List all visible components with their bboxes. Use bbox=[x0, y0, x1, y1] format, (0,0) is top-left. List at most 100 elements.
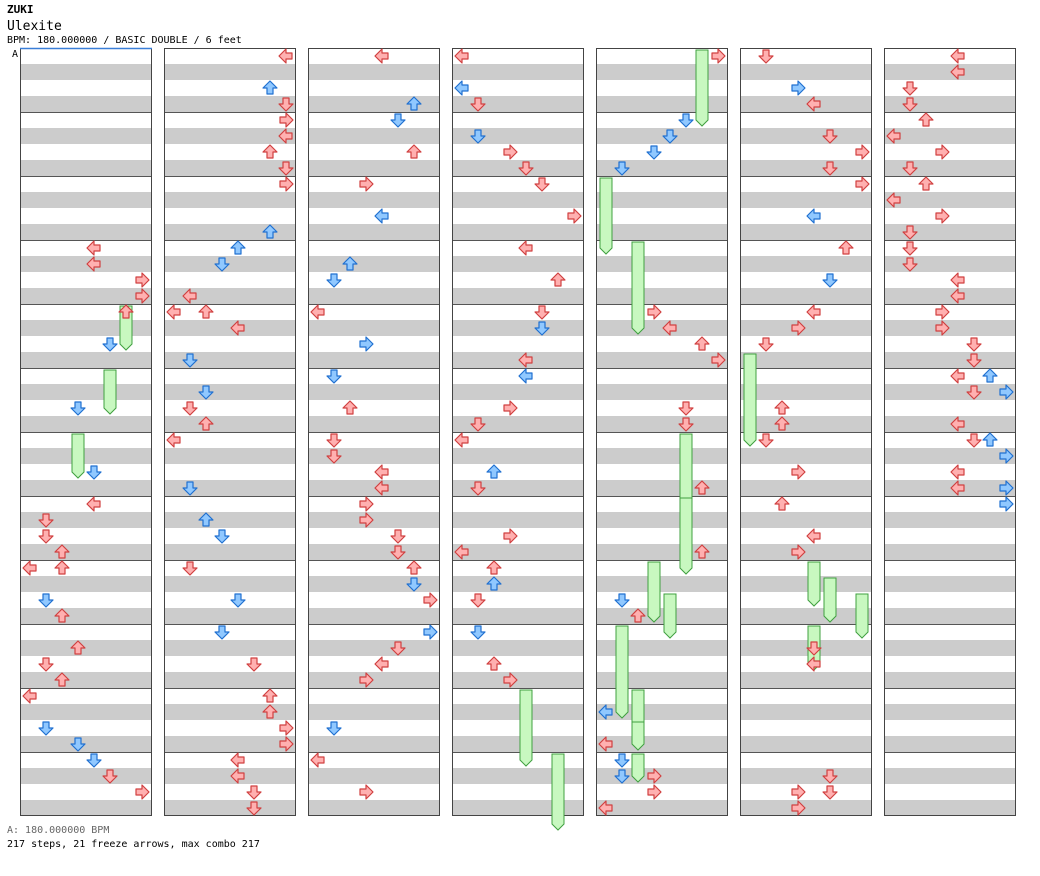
step-arrow-right-icon bbox=[999, 496, 1014, 512]
step-arrow-left-icon bbox=[950, 480, 965, 496]
beat-band bbox=[164, 608, 296, 624]
step-arrow-right-icon bbox=[359, 336, 374, 352]
beat-band bbox=[596, 128, 728, 144]
step-arrow-left-icon bbox=[230, 768, 245, 784]
beat-band bbox=[740, 704, 872, 720]
step-arrow-down-icon bbox=[214, 625, 230, 640]
step-arrow-right-icon bbox=[999, 448, 1014, 464]
beat-band bbox=[452, 480, 584, 496]
beat-band bbox=[884, 64, 1016, 80]
step-arrow-up-icon bbox=[774, 496, 790, 511]
step-arrow-right-icon bbox=[359, 496, 374, 512]
step-arrow-right-icon bbox=[711, 48, 726, 64]
beat-band bbox=[20, 768, 152, 784]
beat-band bbox=[596, 736, 728, 752]
beat-band bbox=[452, 288, 584, 304]
step-arrow-right-icon bbox=[503, 528, 518, 544]
beat-band bbox=[596, 544, 728, 560]
beat-band bbox=[740, 608, 872, 624]
column-frame bbox=[164, 48, 296, 816]
column-frame bbox=[308, 48, 440, 816]
step-arrow-right-icon bbox=[647, 784, 662, 800]
beat-band bbox=[884, 800, 1016, 816]
beat-band bbox=[308, 672, 440, 688]
step-arrow-down-icon bbox=[470, 481, 486, 496]
step-arrow-down-icon bbox=[198, 385, 214, 400]
beat-band bbox=[20, 160, 152, 176]
beat-band bbox=[740, 64, 872, 80]
step-arrow-right-icon bbox=[791, 784, 806, 800]
step-arrow-down-icon bbox=[806, 641, 822, 656]
step-arrow-down-icon bbox=[38, 593, 54, 608]
beat-band bbox=[740, 544, 872, 560]
step-arrow-down-icon bbox=[70, 401, 86, 416]
step-arrow-left-icon bbox=[278, 128, 293, 144]
beat-band bbox=[452, 800, 584, 816]
step-arrow-down-icon bbox=[246, 657, 262, 672]
step-arrow-left-icon bbox=[454, 432, 469, 448]
step-arrow-left-icon bbox=[886, 128, 901, 144]
step-arrow-right-icon bbox=[791, 80, 806, 96]
step-arrow-up-icon bbox=[230, 240, 246, 255]
beat-band bbox=[452, 96, 584, 112]
freeze-arrow bbox=[695, 49, 709, 127]
beat-band bbox=[20, 224, 152, 240]
beat-band bbox=[740, 320, 872, 336]
step-arrow-down-icon bbox=[390, 529, 406, 544]
step-arrow-right-icon bbox=[279, 112, 294, 128]
step-arrow-right-icon bbox=[135, 272, 150, 288]
step-arrow-right-icon bbox=[359, 784, 374, 800]
step-arrow-up-icon bbox=[486, 464, 502, 479]
step-arrow-up-icon bbox=[982, 368, 998, 383]
step-arrow-up-icon bbox=[262, 224, 278, 239]
bpm-change-label: A bbox=[12, 49, 18, 60]
step-arrow-right-icon bbox=[855, 176, 870, 192]
step-arrow-up-icon bbox=[694, 336, 710, 351]
beat-band bbox=[596, 288, 728, 304]
step-arrow-right-icon bbox=[423, 592, 438, 608]
step-arrow-up-icon bbox=[694, 480, 710, 495]
beat-band bbox=[164, 352, 296, 368]
step-arrow-down-icon bbox=[102, 337, 118, 352]
beat-band bbox=[308, 608, 440, 624]
beat-band bbox=[164, 160, 296, 176]
beat-band bbox=[452, 512, 584, 528]
beat-band bbox=[452, 768, 584, 784]
step-arrow-up-icon bbox=[54, 608, 70, 623]
beat-band bbox=[308, 416, 440, 432]
beat-band bbox=[740, 736, 872, 752]
step-arrow-up-icon bbox=[406, 144, 422, 159]
beat-band bbox=[596, 608, 728, 624]
beat-band bbox=[452, 384, 584, 400]
beat-band bbox=[164, 640, 296, 656]
step-arrow-down-icon bbox=[182, 481, 198, 496]
step-arrow-left-icon bbox=[950, 288, 965, 304]
step-arrow-down-icon bbox=[518, 161, 534, 176]
beat-band bbox=[596, 416, 728, 432]
step-arrow-right-icon bbox=[359, 176, 374, 192]
beat-band bbox=[164, 416, 296, 432]
step-arrow-right-icon bbox=[791, 320, 806, 336]
step-arrow-left-icon bbox=[454, 80, 469, 96]
beat-band bbox=[740, 800, 872, 816]
beat-band bbox=[308, 64, 440, 80]
chart-column bbox=[20, 48, 152, 816]
step-arrow-left-icon bbox=[950, 64, 965, 80]
step-arrow-left-icon bbox=[950, 48, 965, 64]
step-arrow-down-icon bbox=[86, 753, 102, 768]
step-arrow-down-icon bbox=[214, 529, 230, 544]
beat-band bbox=[308, 256, 440, 272]
beat-band bbox=[20, 672, 152, 688]
step-arrow-up-icon bbox=[262, 144, 278, 159]
beat-band bbox=[308, 736, 440, 752]
step-arrow-left-icon bbox=[806, 208, 821, 224]
step-arrow-right-icon bbox=[647, 304, 662, 320]
step-arrow-down-icon bbox=[182, 561, 198, 576]
step-arrow-right-icon bbox=[935, 144, 950, 160]
step-arrow-up-icon bbox=[918, 176, 934, 191]
beat-band bbox=[884, 576, 1016, 592]
beat-band bbox=[308, 768, 440, 784]
step-arrow-down-icon bbox=[678, 113, 694, 128]
step-arrow-down-icon bbox=[966, 433, 982, 448]
step-arrow-right-icon bbox=[999, 480, 1014, 496]
